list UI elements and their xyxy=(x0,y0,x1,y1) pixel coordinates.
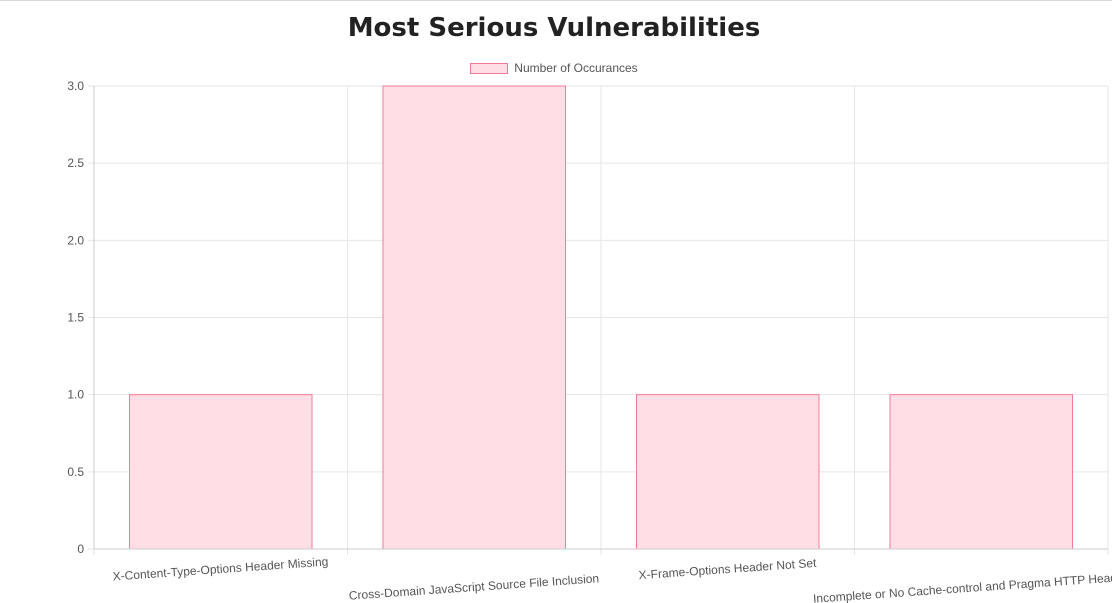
x-tick-label: X-Frame-Options Header Not Set xyxy=(638,556,817,582)
legend-label[interactable]: Number of Occurances xyxy=(514,61,638,75)
y-tick-label: 1.5 xyxy=(67,311,84,325)
bar xyxy=(128,394,313,550)
bar xyxy=(635,394,820,550)
y-tick-label: 1.0 xyxy=(67,388,84,402)
bar-layer xyxy=(128,85,1074,550)
y-tick-label: 0 xyxy=(77,542,84,556)
x-tick-label: Cross-Domain JavaScript Source File Incl… xyxy=(348,571,599,602)
y-tick-label: 3.0 xyxy=(67,79,84,93)
x-tick-label: Incomplete or No Cache-control and Pragm… xyxy=(813,568,1112,603)
bar xyxy=(889,394,1074,550)
y-tick-label: 2.0 xyxy=(67,233,84,247)
bar xyxy=(382,85,567,550)
legend[interactable]: Number of Occurances xyxy=(0,61,1108,75)
x-tick-label: X-Content-Type-Options Header Missing xyxy=(112,554,329,583)
legend-swatch[interactable] xyxy=(470,62,509,74)
chart-title: Most Serious Vulnerabilities xyxy=(347,13,761,43)
y-tick-label: 0.5 xyxy=(67,465,84,479)
y-tick-label: 2.5 xyxy=(67,156,84,170)
